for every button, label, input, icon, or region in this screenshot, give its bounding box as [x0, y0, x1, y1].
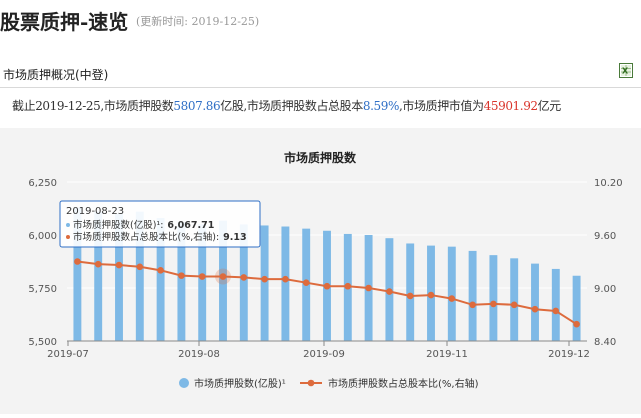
- x-tick-label: 2019-12: [548, 349, 590, 360]
- pledge-chart[interactable]: 市场质押股数 5,500 5,750 6,000 6,250 8.40 9.00 9.60 10…: [0, 128, 641, 414]
- bar: [135, 211, 144, 341]
- chart-panel: 市场质押股数 5,500 5,750 6,000 6,250 8.40 9.00 9.60 10…: [0, 128, 641, 414]
- ratio-point: [178, 272, 185, 279]
- tooltip-line1: 市场质押股数(亿股)¹: 6,067.71: [73, 219, 214, 231]
- bar: [239, 224, 248, 341]
- svg-text:X: X: [622, 67, 629, 76]
- legend-line-label: 市场质押股数占总股本比(%,右轴): [328, 377, 479, 390]
- tooltip-line2-label: 市场质押股数占总股本比(%,右轴):: [73, 231, 219, 243]
- ratio-point: [94, 260, 102, 268]
- ratio-point: [219, 273, 227, 280]
- ratio-point: [302, 279, 310, 286]
- bar: [219, 220, 227, 341]
- section-divider: [0, 87, 641, 88]
- ratio-point: [386, 288, 393, 295]
- summary-shares: 5807.86: [173, 99, 221, 113]
- ratio-point: [365, 284, 372, 292]
- ratio-point: [469, 301, 476, 309]
- x-tick-label: 2019-09: [303, 349, 345, 360]
- tooltip-date: 2019-08-23: [66, 206, 124, 217]
- tooltip-bar-marker: [66, 223, 70, 227]
- summary-market-value: 45901.92: [483, 99, 538, 113]
- ratio-point: [240, 274, 248, 281]
- y-left-tick-label: 5,500: [28, 337, 57, 348]
- tooltip-line1-label: 市场质押股数(亿股)¹:: [73, 219, 163, 231]
- hover-highlight: [215, 268, 231, 285]
- ratio-point: [552, 307, 560, 315]
- bar: [156, 218, 165, 341]
- summary-part4: 亿元: [537, 99, 562, 113]
- ratio-point: [427, 291, 435, 299]
- ratio-point: [136, 263, 144, 271]
- bar: [281, 226, 290, 341]
- ratio-point: [323, 282, 331, 290]
- ratio-point: [510, 301, 518, 309]
- ratio-point: [198, 273, 206, 280]
- ratio-point: [448, 295, 456, 302]
- ratio-point: [282, 275, 289, 283]
- ratio-point: [261, 275, 268, 283]
- y-right-tick-label: 9.60: [594, 231, 616, 242]
- bar: [447, 246, 456, 341]
- ratio-point: [490, 300, 497, 308]
- bar: [115, 213, 123, 341]
- x-tick-label: 2019-11: [426, 349, 468, 360]
- bar: [572, 275, 581, 341]
- y-right-tick-label: 8.40: [594, 337, 616, 348]
- page-title: 股票质押-速览: [0, 10, 129, 34]
- bar: [468, 250, 477, 341]
- ratio-point: [344, 282, 352, 290]
- section-title: 市场质押概况(中登): [3, 68, 109, 82]
- bar: [260, 225, 269, 341]
- legend-bar-marker: [179, 378, 189, 388]
- ratio-point: [157, 267, 164, 274]
- ratio-point: [406, 292, 414, 300]
- summary-ratio: 8.59%: [362, 99, 400, 113]
- bar: [73, 207, 82, 341]
- tooltip-line1-value: 6,067.71: [167, 220, 214, 231]
- excel-icon[interactable]: X: [619, 63, 633, 78]
- bar: [510, 258, 519, 341]
- bar: [94, 211, 103, 341]
- x-tick-label: 2019-07: [47, 349, 89, 360]
- summary-part2: 亿股,市场质押股数占总股本: [220, 99, 363, 113]
- y-left-tick-label: 6,250: [28, 178, 57, 189]
- summary-part3: ,市场质押市值为: [398, 99, 484, 113]
- ratio-point: [115, 261, 123, 269]
- bar: [177, 222, 186, 341]
- tooltip-line-marker: [66, 235, 70, 239]
- legend-bar-label: 市场质押股数(亿股)¹: [194, 377, 286, 390]
- y-left-tick-label: 5,750: [28, 284, 57, 295]
- bar: [406, 243, 415, 341]
- ratio-point: [573, 320, 580, 328]
- chart-title: 市场质押股数: [284, 150, 357, 165]
- y-right-tick-label: 9.00: [594, 284, 616, 295]
- bar: [531, 263, 539, 341]
- tooltip-line2-value: 9.13: [223, 232, 246, 243]
- summary-text: 截止2019-12-25,市场质押股数5807.86亿股,市场质押股数占总股本8…: [12, 97, 561, 114]
- x-tick-label: 2019-08: [178, 349, 220, 360]
- y-right-tick-label: 10.20: [594, 178, 623, 189]
- bar: [198, 224, 207, 341]
- legend-line-dot: [307, 379, 315, 387]
- summary-part1: 截止2019-12-25,市场质押股数: [12, 99, 174, 113]
- tooltip-line2: 市场质押股数占总股本比(%,右轴): 9.13: [73, 231, 247, 243]
- y-left-tick-label: 6,000: [28, 231, 57, 242]
- ratio-point: [531, 305, 539, 313]
- tooltip-box: [59, 200, 261, 248]
- update-time: (更新时间: 2019-12-25): [136, 15, 260, 28]
- bar: [489, 255, 498, 341]
- bar: [551, 268, 560, 341]
- ratio-point: [74, 258, 81, 265]
